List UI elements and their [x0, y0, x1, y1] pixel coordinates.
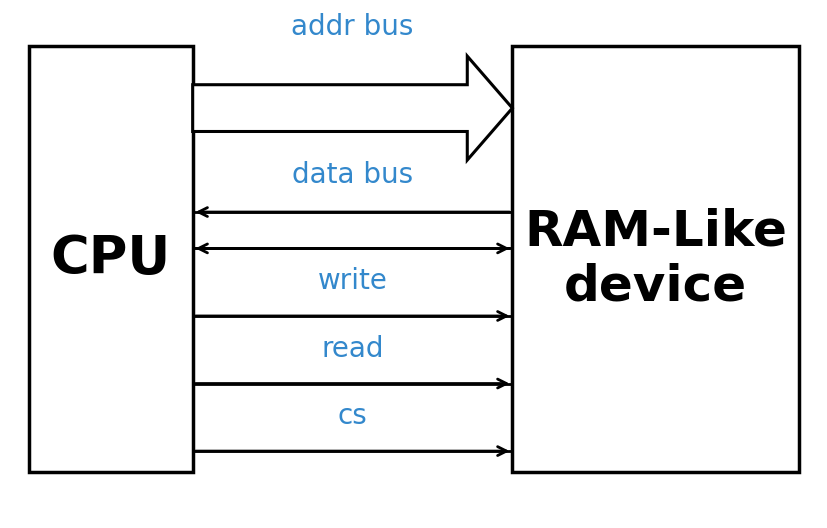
Text: read: read — [321, 335, 383, 363]
Text: data bus: data bus — [292, 161, 413, 188]
Text: CPU: CPU — [50, 233, 170, 285]
Bar — [512, 46, 798, 472]
Bar — [29, 46, 193, 472]
Polygon shape — [193, 56, 512, 160]
Text: addr bus: addr bus — [291, 13, 414, 41]
Text: write: write — [318, 267, 387, 295]
Text: cs: cs — [337, 402, 367, 430]
Text: RAM-Like
device: RAM-Like device — [523, 207, 786, 310]
